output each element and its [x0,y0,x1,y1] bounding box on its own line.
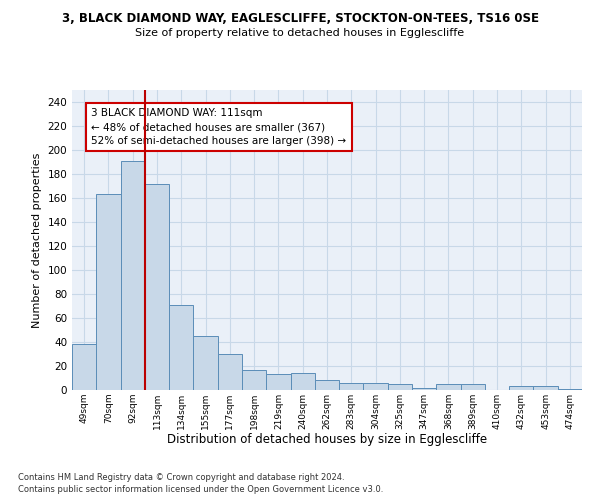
Bar [388,384,412,390]
Bar [533,386,558,390]
Bar [193,336,218,390]
Text: Contains HM Land Registry data © Crown copyright and database right 2024.: Contains HM Land Registry data © Crown c… [18,472,344,482]
Bar [218,354,242,390]
Bar [315,380,339,390]
Bar [145,184,169,390]
Bar [339,383,364,390]
Text: 3 BLACK DIAMOND WAY: 111sqm
← 48% of detached houses are smaller (367)
52% of se: 3 BLACK DIAMOND WAY: 111sqm ← 48% of det… [91,108,347,146]
Bar [461,384,485,390]
Bar [412,388,436,390]
Bar [509,386,533,390]
Text: Distribution of detached houses by size in Egglescliffe: Distribution of detached houses by size … [167,432,487,446]
Bar [436,384,461,390]
Bar [364,383,388,390]
Y-axis label: Number of detached properties: Number of detached properties [32,152,42,328]
Bar [72,344,96,390]
Bar [558,389,582,390]
Text: Contains public sector information licensed under the Open Government Licence v3: Contains public sector information licen… [18,485,383,494]
Bar [121,161,145,390]
Text: 3, BLACK DIAMOND WAY, EAGLESCLIFFE, STOCKTON-ON-TEES, TS16 0SE: 3, BLACK DIAMOND WAY, EAGLESCLIFFE, STOC… [62,12,539,26]
Bar [96,194,121,390]
Bar [242,370,266,390]
Bar [266,374,290,390]
Bar [169,305,193,390]
Text: Size of property relative to detached houses in Egglescliffe: Size of property relative to detached ho… [136,28,464,38]
Bar [290,373,315,390]
